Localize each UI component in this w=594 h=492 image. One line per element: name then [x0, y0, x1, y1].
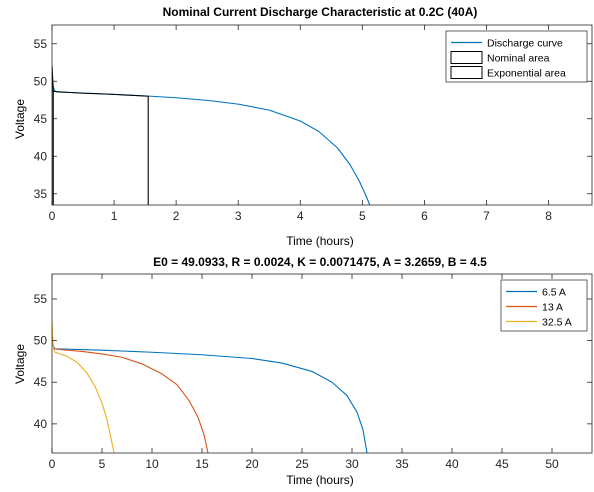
axes-box [51, 24, 593, 206]
x-tick-label: 10 [145, 457, 159, 471]
y-tick-label: 50 [34, 334, 48, 348]
legend-label: Exponential area [487, 68, 566, 80]
x-tick-label: 5 [359, 209, 366, 223]
x-tick-label: 8 [545, 209, 552, 223]
x-tick-label: 6 [421, 209, 428, 223]
x-tick-label: 25 [295, 457, 309, 471]
series-group [52, 65, 371, 205]
x-tick-label: 5 [99, 457, 106, 471]
y-tick-label: 45 [34, 375, 48, 389]
legend-label: 32.5 A [542, 317, 572, 329]
y-tick-label: 40 [34, 149, 48, 163]
x-tick-label: 0 [49, 457, 56, 471]
x-tick-label: 50 [545, 457, 559, 471]
x-tick-label: 7 [483, 209, 490, 223]
series-line-1 [52, 65, 54, 205]
x-tick-label: 45 [495, 457, 509, 471]
plot-discharge-nominal: Nominal Current Discharge Characteristic… [13, 5, 593, 248]
x-axis-label: Time (hours) [286, 234, 354, 248]
legend-box [500, 279, 588, 332]
plot-discharge-currents: E0 = 49.0933, R = 0.0024, K = 0.0071475,… [13, 255, 593, 487]
chart-title: Nominal Current Discharge Characteristic… [163, 5, 478, 19]
x-tick-label: 40 [445, 457, 459, 471]
y-tick-label: 45 [34, 112, 48, 126]
y-tick-label: 35 [34, 187, 48, 201]
x-tick-label: 35 [395, 457, 409, 471]
x-tick-label: 15 [195, 457, 209, 471]
y-tick-label: 50 [34, 74, 48, 88]
series-line-2 [52, 90, 149, 205]
x-tick-label: 20 [245, 457, 259, 471]
legend: Discharge curve Nominal area Exponential a… [445, 30, 588, 83]
axes-box [51, 273, 593, 454]
series-group [52, 321, 368, 453]
x-tick-label: 0 [49, 209, 56, 223]
legend-swatch-box [450, 66, 483, 79]
y-tick-label: 55 [34, 292, 48, 306]
x-tick-label: 4 [297, 209, 304, 223]
legend-label: 13 A [542, 302, 563, 314]
legend-label: 6.5 A [542, 287, 566, 299]
y-axis-label: Voltage [13, 344, 27, 384]
x-axis-label: Time (hours) [286, 473, 354, 487]
series-line-1 [52, 328, 209, 453]
y-tick-label: 55 [34, 37, 48, 51]
chart-title: E0 = 49.0933, R = 0.0024, K = 0.0071475,… [153, 255, 487, 269]
y-tick-label: 40 [34, 417, 48, 431]
series-line-2 [52, 321, 115, 453]
y-axis-label: Voltage [13, 99, 27, 139]
x-tick-label: 3 [235, 209, 242, 223]
legend-label: Nominal area [487, 53, 550, 65]
x-tick-label: 30 [345, 457, 359, 471]
legend-label: Discharge curve [487, 38, 563, 50]
x-tick-label: 2 [173, 209, 180, 223]
legend: 6.5 A 13 A 32.5 A [500, 279, 588, 332]
legend-swatch-box [450, 51, 483, 64]
x-tick-label: 1 [111, 209, 118, 223]
